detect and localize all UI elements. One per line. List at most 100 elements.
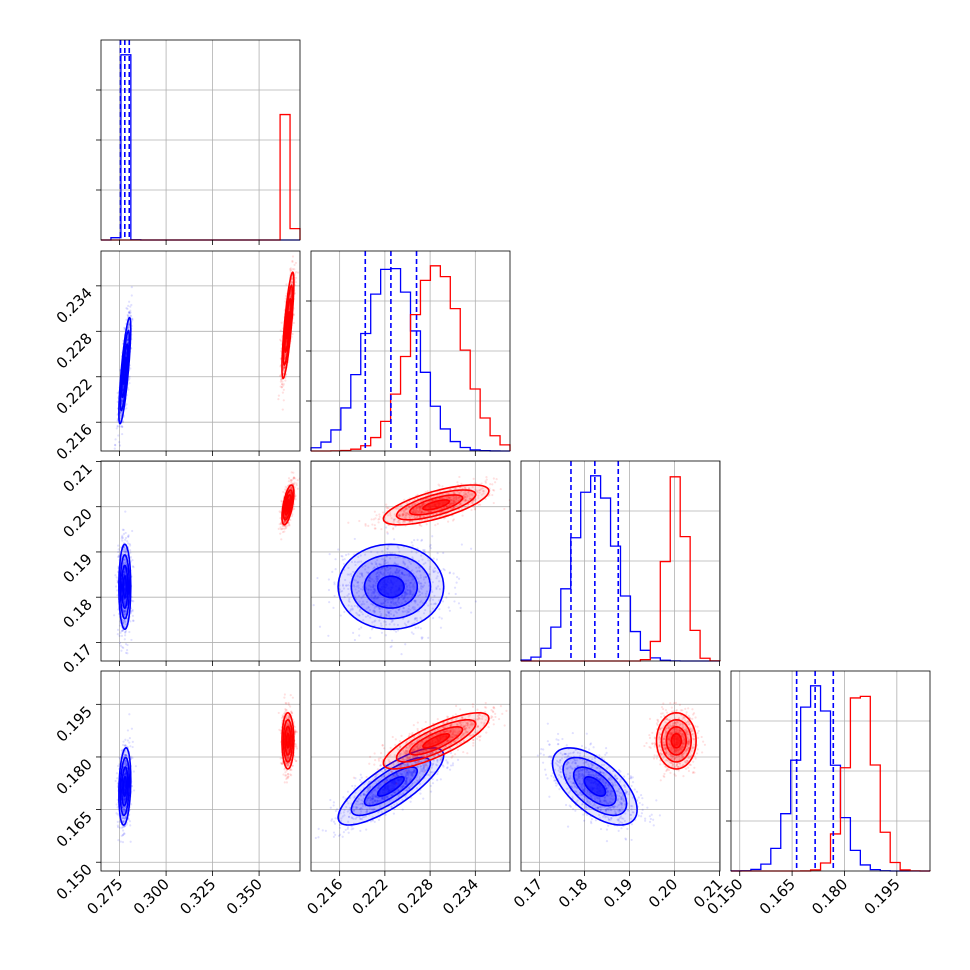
sample-point: [389, 514, 392, 517]
sample-point: [279, 526, 282, 529]
sample-point: [123, 613, 127, 616]
sample-point: [122, 621, 126, 624]
sample-point: [129, 551, 132, 554]
sample-point: [284, 527, 287, 530]
sample-point: [374, 597, 377, 600]
sample-point: [327, 578, 330, 581]
sample-point: [419, 586, 422, 589]
sample-point: [358, 608, 362, 611]
sample-point: [420, 636, 423, 639]
sample-point: [290, 278, 294, 281]
sample-point: [367, 606, 370, 609]
sample-point: [465, 496, 468, 499]
sample-point: [316, 576, 319, 580]
sample-point: [123, 573, 126, 576]
sample-point: [459, 486, 462, 489]
sample-point: [120, 634, 124, 637]
sample-point: [390, 605, 393, 608]
sample-point: [360, 596, 363, 600]
sample-point: [339, 590, 342, 593]
sample-point: [410, 631, 413, 634]
sample-point: [347, 584, 350, 587]
sample-point: [292, 321, 296, 325]
sample-point: [119, 631, 122, 634]
sample-point: [411, 578, 414, 581]
sample-point: [117, 554, 121, 557]
sample-point: [279, 350, 283, 353]
sample-point: [451, 501, 454, 504]
sample-point: [402, 597, 405, 600]
sample-point: [426, 493, 429, 497]
sample-point: [128, 321, 131, 324]
sample-point: [403, 610, 407, 613]
panel-content: [113, 255, 300, 450]
sample-point: [436, 571, 440, 574]
sample-point: [367, 571, 370, 574]
sample-point: [358, 560, 361, 563]
sample-point: [453, 600, 456, 603]
sample-point: [471, 486, 474, 489]
sample-point: [358, 575, 362, 579]
sample-point: [373, 611, 376, 614]
sample-point: [333, 583, 336, 586]
sample-point: [120, 399, 124, 402]
contour-line: [119, 554, 131, 620]
sample-point: [344, 578, 347, 582]
sample-point: [454, 592, 457, 596]
sample-point: [385, 605, 388, 608]
sample-point: [416, 603, 419, 606]
sample-point: [448, 609, 451, 612]
sample-point: [435, 558, 439, 561]
contour-line: [376, 575, 405, 599]
sample-point: [123, 638, 126, 641]
sample-point: [470, 502, 473, 505]
sample-point: [356, 613, 359, 616]
sample-point: [474, 507, 477, 510]
sample-point: [398, 550, 401, 553]
sample-point: [425, 590, 429, 593]
sample-point: [476, 491, 479, 494]
sample-point: [402, 512, 405, 516]
sample-point: [434, 602, 437, 605]
sample-point: [397, 596, 401, 599]
sample-point: [284, 488, 287, 491]
sample-point: [128, 543, 131, 546]
sample-point: [131, 599, 134, 602]
sample-point: [292, 476, 296, 480]
sample-point: [364, 553, 367, 556]
sample-point: [435, 587, 438, 591]
sample-point: [387, 545, 390, 548]
sample-point: [381, 558, 384, 561]
sample-point: [447, 508, 450, 511]
sample-point: [395, 507, 398, 511]
sample-point: [123, 608, 126, 611]
sample-point: [434, 524, 437, 527]
sample-point: [430, 499, 434, 502]
sample-point: [441, 497, 444, 500]
sample-point: [380, 614, 383, 617]
sample-point: [114, 444, 117, 447]
sample-point: [375, 605, 378, 608]
sample-point: [394, 601, 397, 604]
sample-point: [418, 593, 422, 596]
sample-point: [367, 579, 370, 582]
sample-point: [375, 572, 378, 576]
sample-point: [474, 600, 477, 603]
sample-point: [409, 581, 412, 584]
sample-point: [118, 624, 122, 627]
sample-point: [119, 411, 123, 414]
sample-point: [428, 567, 431, 571]
sample-point: [377, 569, 380, 572]
sample-point: [116, 628, 120, 631]
sample-point: [407, 575, 411, 578]
sample-point: [395, 569, 398, 572]
sample-point: [414, 502, 417, 505]
sample-point: [285, 510, 288, 513]
sample-point: [390, 620, 393, 624]
sample-point: [357, 586, 360, 589]
sample-point: [115, 576, 118, 579]
sample-point: [393, 623, 396, 626]
sample-point: [283, 366, 286, 369]
sample-point: [375, 597, 379, 600]
sample-point: [121, 536, 125, 539]
